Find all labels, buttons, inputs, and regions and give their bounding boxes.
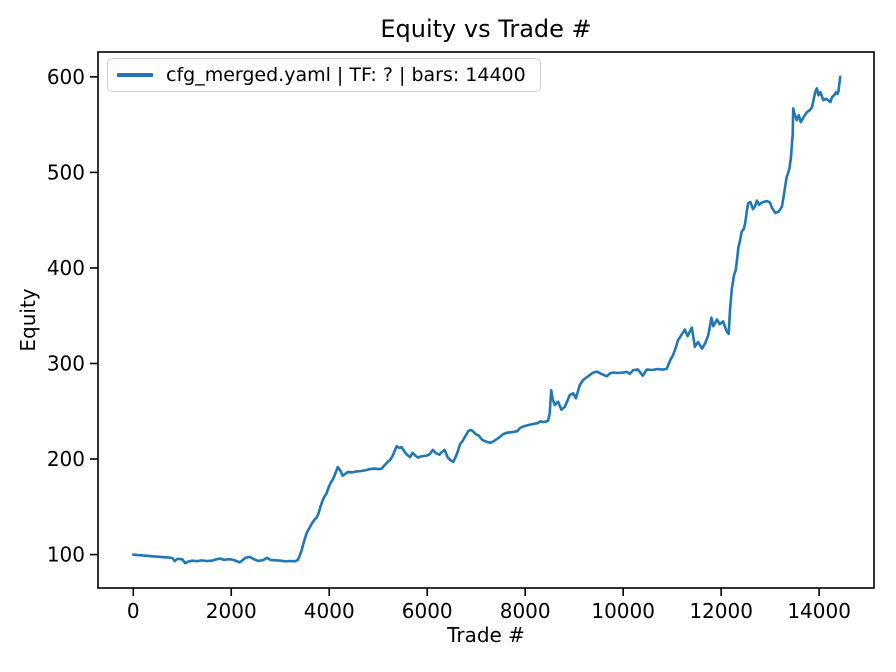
legend-box: cfg_merged.yaml | TF: ? | bars: 14400 (107, 58, 541, 92)
legend-line-sample-icon (117, 73, 153, 77)
y-tick-label: 200 (47, 447, 85, 471)
y-tick-label: 600 (47, 65, 85, 89)
chart-title: Equity vs Trade # (380, 15, 592, 43)
x-tick-label: 14000 (787, 599, 851, 623)
x-tick-label: 4000 (304, 599, 355, 623)
x-tick-label: 8000 (500, 599, 551, 623)
legend-entry-label: cfg_merged.yaml | TF: ? | bars: 14400 (166, 64, 526, 86)
y-tick-label: 500 (47, 160, 85, 184)
axes-spines (97, 51, 875, 589)
y-tick-label: 400 (47, 256, 85, 280)
x-tick-label: 2000 (206, 599, 257, 623)
x-tick-label: 6000 (402, 599, 453, 623)
x-tick-label: 10000 (591, 599, 655, 623)
y-tick-label: 300 (47, 351, 85, 375)
x-tick-label: 12000 (689, 599, 753, 623)
y-tick-label: 100 (47, 543, 85, 567)
y-axis-label: Equity (16, 288, 40, 352)
x-tick-label: 0 (127, 599, 140, 623)
x-axis-label: Trade # (447, 623, 525, 647)
equity-line-series (132, 75, 842, 565)
